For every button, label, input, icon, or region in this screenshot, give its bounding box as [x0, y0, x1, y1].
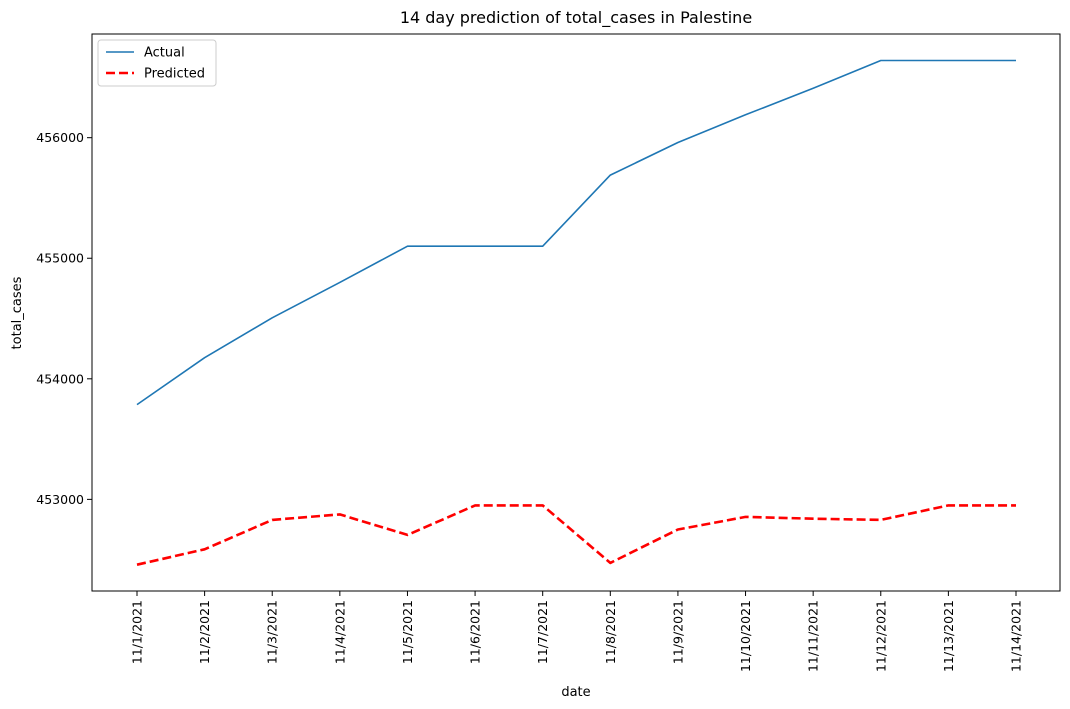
plot-frame: [91, 33, 1061, 592]
x-tick-label: 11/6/2021: [468, 600, 483, 664]
chart-title: 14 day prediction of total_cases in Pale…: [400, 8, 752, 28]
x-tick-label: 11/3/2021: [265, 600, 280, 664]
legend-label-predicted: Predicted: [144, 67, 205, 82]
x-tick-label: 11/9/2021: [670, 600, 685, 664]
x-tick-label: 11/7/2021: [535, 600, 550, 664]
y-tick-label: 455000: [36, 251, 84, 266]
x-tick-label: 11/5/2021: [400, 600, 415, 664]
series-line-predicted: [136, 504, 1016, 566]
x-tick-label: 11/14/2021: [1009, 600, 1024, 672]
x-tick-label: 11/11/2021: [806, 600, 821, 672]
y-axis-label: total_cases: [10, 276, 25, 349]
x-tick-label: 11/2/2021: [197, 600, 212, 664]
x-tick-label: 11/1/2021: [130, 600, 145, 664]
x-tick-label: 11/4/2021: [332, 600, 347, 664]
x-tick-label: 11/12/2021: [873, 600, 888, 672]
x-tick-label: 11/10/2021: [738, 600, 753, 672]
x-axis-label: date: [561, 685, 590, 700]
y-tick-label: 456000: [36, 130, 84, 145]
y-tick-label: 453000: [36, 492, 84, 507]
y-tick-label: 454000: [36, 371, 84, 386]
plot-area: 453000 454000 455000 456000 11/1/2021 11/2/20…: [36, 33, 1061, 672]
series-line-actual: [136, 59, 1016, 406]
x-tick-label: 11/8/2021: [603, 600, 618, 664]
x-tick-label: 11/13/2021: [941, 600, 956, 672]
legend-label-actual: Actual: [144, 46, 185, 61]
